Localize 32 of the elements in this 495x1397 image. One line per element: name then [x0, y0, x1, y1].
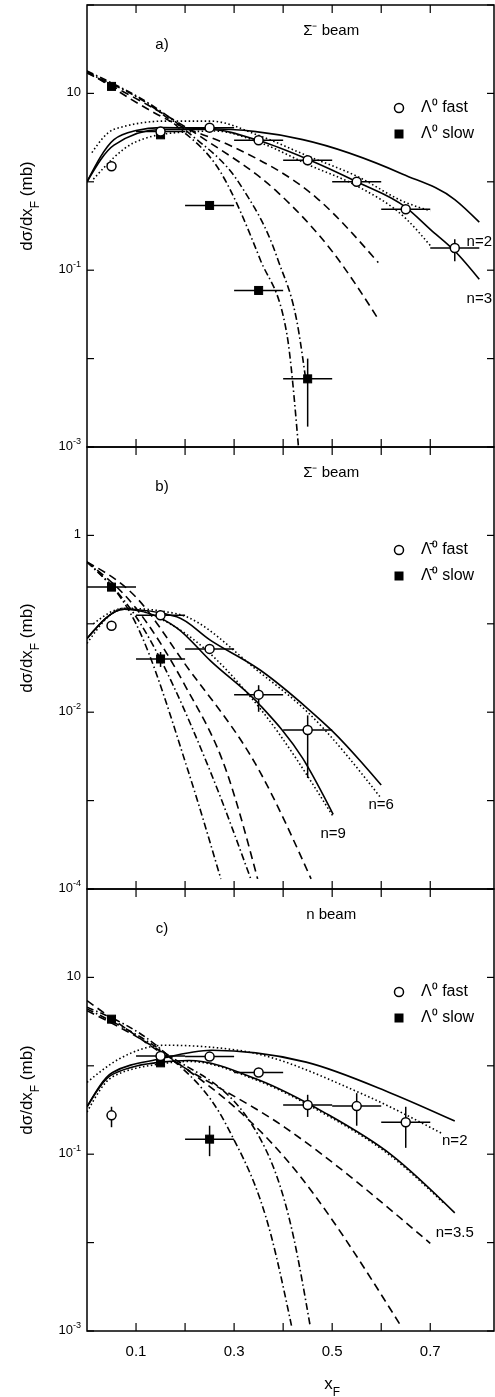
annotation: b)	[155, 477, 169, 494]
x-axis-title: x$_{F}$	[324, 1374, 341, 1397]
annotation: n=3.5	[435, 1222, 474, 1240]
y-tick-label: 10$^{-3}$	[58, 1320, 81, 1338]
x-tick-label: 0.7	[419, 1342, 441, 1359]
y-tick-label: 10	[66, 968, 81, 984]
text: Σ⁻ beam	[303, 463, 360, 480]
annotation: n=9	[320, 824, 346, 842]
annotation: n=2	[442, 1131, 468, 1149]
annotation: n=3	[466, 289, 493, 307]
x-tick-label: 0.1	[125, 1342, 147, 1359]
y-tick-label: 10$^{-2}$	[58, 701, 81, 719]
annotation: a)	[155, 35, 169, 52]
y-tick-label: 10$^{-1}$	[58, 1143, 81, 1161]
x-tick-label: 0.5	[321, 1342, 343, 1359]
y-tick-label: 10$^{-3}$	[58, 436, 81, 454]
y-tick-label: 10$^{-4}$	[58, 878, 81, 896]
y-tick-label: 10	[66, 84, 81, 100]
y-tick-label: 10$^{-1}$	[58, 259, 81, 277]
legend-label: Λ⁰ slow	[421, 124, 475, 142]
text: n beam	[306, 905, 357, 922]
legend-label: Λ⁰ fast	[421, 98, 469, 116]
legend-label: Λ̄⁰ slow	[421, 566, 475, 584]
annotation: n=6	[368, 795, 394, 812]
annotation: c)	[155, 919, 169, 936]
legend-label: Λ⁰ fast	[421, 982, 469, 1000]
legend-label: Λ̄⁰ fast	[421, 540, 469, 558]
annotation: n=2	[466, 232, 493, 250]
y-tick-label: 1	[73, 526, 81, 542]
text: Σ⁻ beam	[303, 21, 360, 38]
x-tick-label: 0.3	[223, 1342, 245, 1359]
legend-label: Λ⁰ slow	[421, 1008, 475, 1026]
